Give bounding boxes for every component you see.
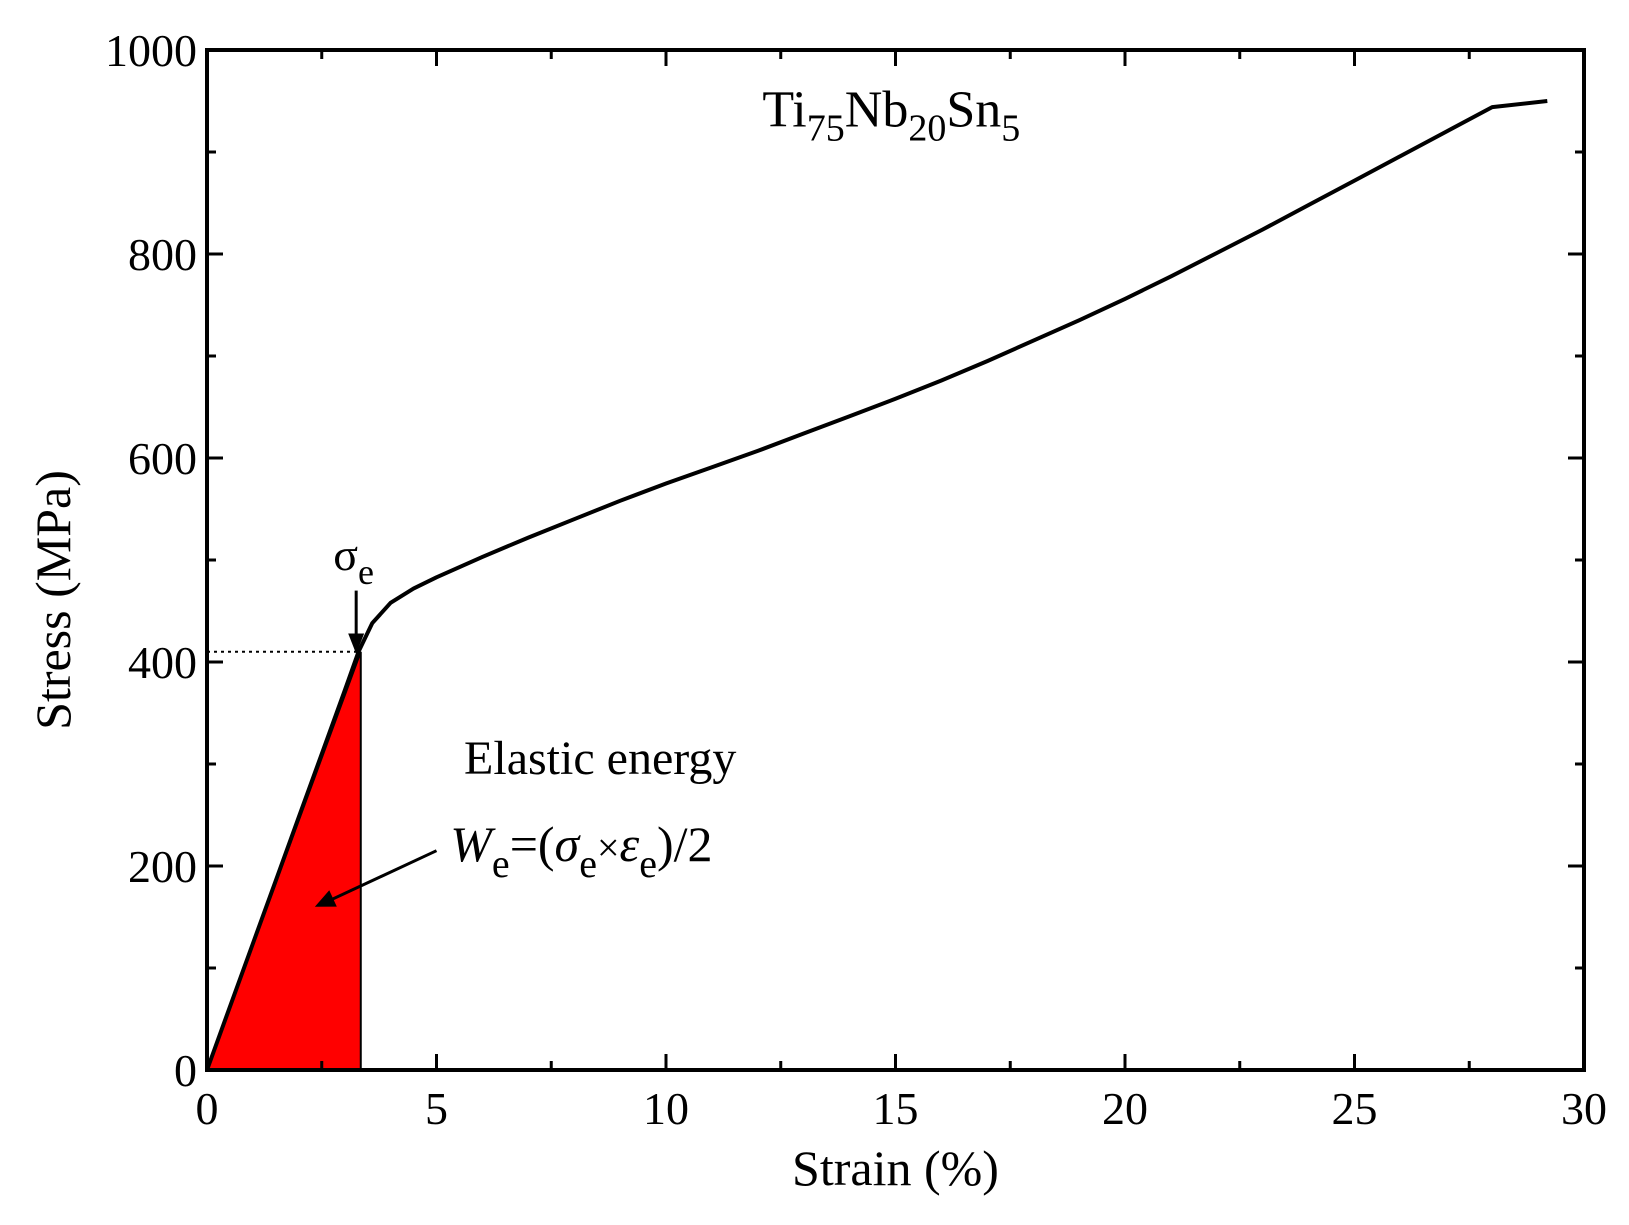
sigma-symbol: σ xyxy=(333,529,358,580)
elastic-energy-label: Elastic energy xyxy=(464,732,736,785)
alloy-sub-75: 75 xyxy=(807,108,845,150)
alloy-element-sn: Sn xyxy=(946,82,1001,139)
x-axis-title: Strain (%) xyxy=(792,1140,999,1196)
formula-w-sub: e xyxy=(492,841,510,886)
y-tick-label: 600 xyxy=(128,433,197,484)
y-tick-label: 200 xyxy=(128,841,197,892)
x-tick-label: 20 xyxy=(1102,1083,1148,1134)
elastic-energy-formula: We=(σe×εe)/2 xyxy=(450,816,712,886)
x-tick-label: 5 xyxy=(425,1083,448,1134)
sigma-arrow-head xyxy=(348,633,365,654)
formula-arrow xyxy=(314,849,438,907)
formula-eq: =( xyxy=(510,816,555,872)
y-tick-label: 400 xyxy=(128,637,197,688)
formula-epsilon: ε xyxy=(620,816,640,872)
x-tick-label: 30 xyxy=(1561,1083,1607,1134)
formula-sigma-sub: e xyxy=(579,841,597,886)
sigma-e-label: σe xyxy=(333,529,374,592)
y-tick-label: 800 xyxy=(128,229,197,280)
sigma-e-arrow xyxy=(348,590,365,654)
y-tick-label: 0 xyxy=(174,1045,197,1096)
alloy-sub-5: 5 xyxy=(1001,108,1020,150)
alloy-sub-20: 20 xyxy=(908,108,946,150)
formula-sigma: σ xyxy=(555,816,582,872)
formula-w: W xyxy=(450,816,496,872)
y-axis-title: Stress (MPa) xyxy=(25,470,81,730)
sigma-subscript: e xyxy=(358,552,374,592)
axis-tick-labels: 0 5 10 15 20 25 30 0 200 400 600 800 1000 xyxy=(105,25,1607,1134)
formula-epsilon-sub: e xyxy=(639,841,657,886)
series-layer xyxy=(205,99,1548,1071)
formula-tail: )/2 xyxy=(657,816,713,872)
alloy-element-nb: Nb xyxy=(845,82,909,139)
x-tick-label: 15 xyxy=(873,1083,919,1134)
plot-area-frame xyxy=(205,48,1586,1072)
x-tick-label: 10 xyxy=(643,1083,689,1134)
x-tick-label: 0 xyxy=(196,1083,219,1134)
alloy-composition-label: Ti75Nb20Sn5 xyxy=(762,82,1020,150)
formula-arrow-head xyxy=(314,890,337,907)
alloy-element-ti: Ti xyxy=(762,82,806,139)
formula-arrow-shaft xyxy=(328,849,438,903)
formula-times: × xyxy=(597,825,620,870)
x-tick-label: 25 xyxy=(1332,1083,1378,1134)
stress-strain-curve xyxy=(205,99,1548,1071)
axis-ticks xyxy=(205,48,1586,1072)
y-tick-label: 1000 xyxy=(105,25,197,76)
